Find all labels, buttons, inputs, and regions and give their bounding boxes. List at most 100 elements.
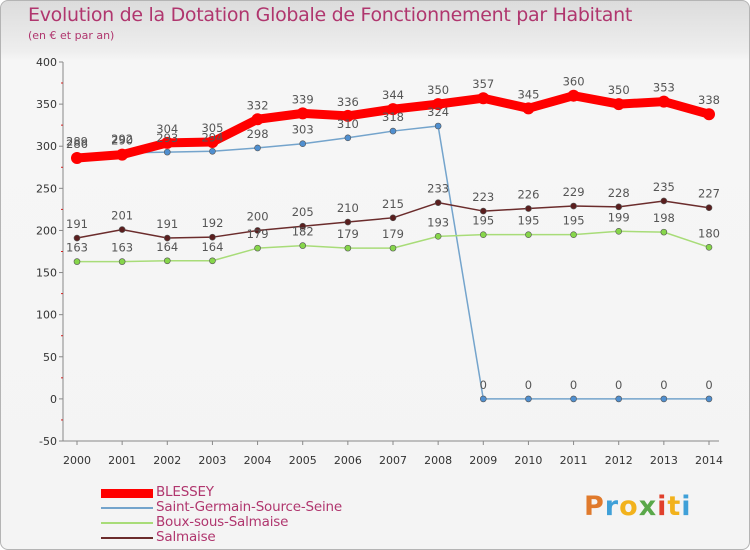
legend-label: Saint-Germain-Source-Seine xyxy=(156,499,343,515)
data-label: 180 xyxy=(698,226,720,240)
data-point xyxy=(525,205,532,212)
x-tick-label: 2000 xyxy=(63,454,91,467)
y-tick-label: 50 xyxy=(43,351,57,364)
x-tick-label: 2013 xyxy=(650,454,678,467)
data-point xyxy=(299,222,307,230)
y-tick-label: 350 xyxy=(36,98,57,111)
legend-label: Boux-sous-Salmaise xyxy=(156,514,289,530)
data-label: 191 xyxy=(156,217,178,231)
x-tick-label: 2014 xyxy=(695,454,723,467)
data-label: 179 xyxy=(247,227,269,241)
data-label: 163 xyxy=(111,241,133,255)
data-label: 210 xyxy=(337,201,359,215)
data-label: 227 xyxy=(698,187,720,201)
data-label: 0 xyxy=(705,378,712,392)
data-label: 0 xyxy=(660,378,667,392)
data-point xyxy=(206,136,219,149)
data-point xyxy=(73,234,81,242)
y-tick-label: 300 xyxy=(36,140,57,153)
y-tick-label: -50 xyxy=(39,435,57,448)
x-tick-label: 2001 xyxy=(108,454,136,467)
data-point xyxy=(660,197,668,205)
data-label: 199 xyxy=(608,210,630,224)
y-tick-label: 200 xyxy=(36,224,57,237)
data-label: 195 xyxy=(563,214,585,228)
data-label: 286 xyxy=(66,137,88,151)
data-label: 360 xyxy=(563,75,585,89)
data-label: 339 xyxy=(292,92,314,106)
y-tick-label: 100 xyxy=(36,309,57,322)
x-tick-label: 2010 xyxy=(514,454,542,467)
x-tick-label: 2011 xyxy=(560,454,588,467)
legend-swatch xyxy=(101,522,153,524)
data-label: 228 xyxy=(608,186,630,200)
data-label: 200 xyxy=(247,209,269,223)
data-label: 182 xyxy=(292,225,314,239)
data-label: 357 xyxy=(472,77,494,91)
data-label: 226 xyxy=(517,188,539,202)
y-tick-label: 0 xyxy=(50,393,57,406)
data-point xyxy=(615,203,623,211)
legend-label: Salmaise xyxy=(156,529,216,545)
logo-letter: o xyxy=(619,491,639,522)
data-label: 235 xyxy=(653,180,675,194)
data-label: 215 xyxy=(382,197,404,211)
legend-label: BLESSEY xyxy=(156,484,214,500)
data-point xyxy=(660,395,668,403)
data-point xyxy=(434,199,442,206)
data-point xyxy=(705,243,713,251)
data-point xyxy=(705,204,713,212)
x-tick-label: 2012 xyxy=(605,454,633,467)
series-line-1 xyxy=(76,125,709,400)
data-label: 193 xyxy=(427,215,449,229)
data-point xyxy=(432,98,445,111)
data-label: 298 xyxy=(247,127,269,141)
data-label: 332 xyxy=(247,98,269,112)
x-tick-label: 2004 xyxy=(244,454,272,467)
chart-title: Evolution de la Dotation Globale de Fonc… xyxy=(28,4,633,26)
data-point xyxy=(479,395,487,403)
data-label: 353 xyxy=(653,81,675,95)
data-label: 223 xyxy=(472,190,494,204)
data-point xyxy=(389,244,397,252)
data-point xyxy=(251,113,264,126)
data-point xyxy=(254,244,261,252)
data-point xyxy=(118,258,126,265)
data-label: 198 xyxy=(653,211,675,225)
data-point xyxy=(161,136,174,149)
data-label: 318 xyxy=(382,110,404,124)
data-label: 179 xyxy=(382,227,404,241)
data-point xyxy=(389,214,397,222)
legend-swatch xyxy=(101,507,153,509)
data-label: 350 xyxy=(427,83,449,97)
proxiti-logo: Proxiti xyxy=(584,491,692,522)
data-label: 0 xyxy=(615,378,622,392)
data-point xyxy=(299,140,307,147)
data-label: 338 xyxy=(698,93,720,107)
data-label: 195 xyxy=(517,214,539,228)
logo-letter: r xyxy=(604,491,620,522)
data-label: 345 xyxy=(517,87,539,101)
data-point xyxy=(434,233,442,240)
data-point xyxy=(344,244,352,252)
data-point xyxy=(163,148,171,156)
data-point xyxy=(209,233,216,241)
data-point xyxy=(525,231,532,238)
logo-letter: P xyxy=(584,491,605,522)
data-label: 163 xyxy=(66,241,88,255)
data-label: 289 xyxy=(66,134,88,148)
data-label: 0 xyxy=(480,378,487,392)
data-label: 310 xyxy=(337,117,359,131)
data-label: 294 xyxy=(201,130,223,144)
x-tick-label: 2009 xyxy=(469,454,497,467)
data-point xyxy=(570,395,577,403)
data-point xyxy=(612,98,625,111)
data-point xyxy=(299,242,307,249)
data-point xyxy=(703,108,715,121)
data-point xyxy=(615,227,623,235)
data-point xyxy=(389,127,397,135)
data-label: 350 xyxy=(608,83,630,97)
data-point xyxy=(660,228,668,236)
